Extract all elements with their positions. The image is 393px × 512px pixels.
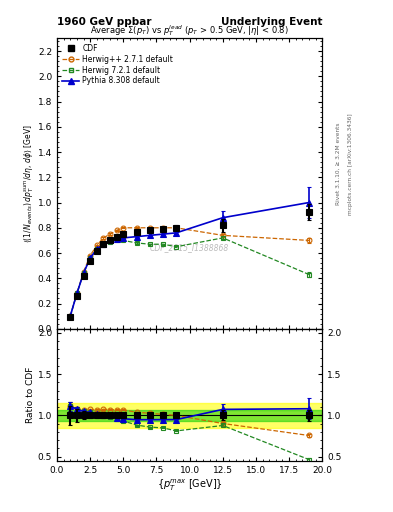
Bar: [57, 403, 322, 428]
Y-axis label: Ratio to CDF: Ratio to CDF: [26, 367, 35, 423]
Text: Rivet 3.1.10, ≥ 3.2M events: Rivet 3.1.10, ≥ 3.2M events: [336, 122, 341, 205]
Text: CDF_2015_I1388868: CDF_2015_I1388868: [150, 243, 229, 252]
Text: mcplots.cern.ch [arXiv:1306.3436]: mcplots.cern.ch [arXiv:1306.3436]: [348, 113, 353, 215]
Text: Underlying Event: Underlying Event: [221, 17, 322, 27]
Bar: [57, 410, 322, 421]
X-axis label: $\{p_T^{max}$ [GeV]$\}$: $\{p_T^{max}$ [GeV]$\}$: [157, 477, 222, 493]
Legend: CDF, Herwig++ 2.7.1 default, Herwig 7.2.1 default, Pythia 8.308 default: CDF, Herwig++ 2.7.1 default, Herwig 7.2.…: [61, 42, 174, 87]
Text: 1960 GeV ppbar: 1960 GeV ppbar: [57, 17, 151, 27]
Title: Average $\Sigma(p_T)$ vs $p_T^{lead}$ ($p_T$ > 0.5 GeV, $|\eta|$ < 0.8): Average $\Sigma(p_T)$ vs $p_T^{lead}$ ($…: [90, 24, 289, 38]
Y-axis label: $\langle(1/N_{events})\,dp_T^{sum}/d\eta,\,d\phi\rangle$ [GeV]: $\langle(1/N_{events})\,dp_T^{sum}/d\eta…: [23, 124, 37, 243]
